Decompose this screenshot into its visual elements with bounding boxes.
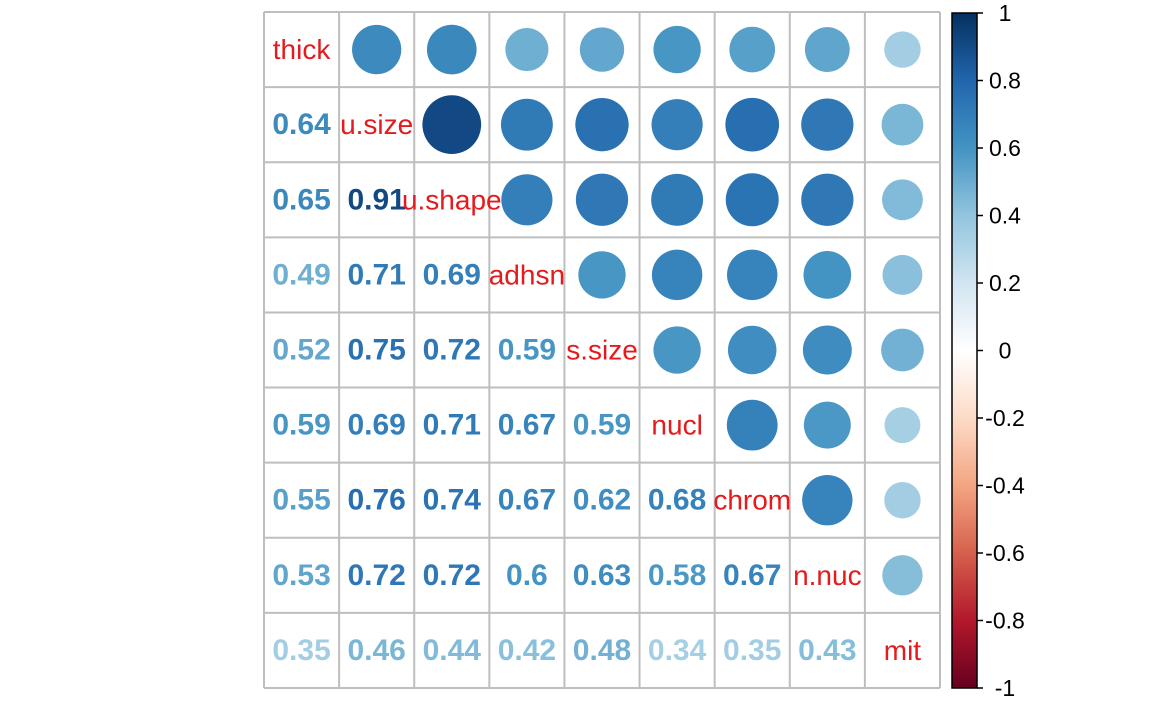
diagonal-label-chrom: chrom — [713, 485, 791, 516]
colorbar-tick-label: -0.6 — [985, 540, 1025, 566]
circle-s.size-n.nuc — [802, 325, 852, 375]
circle-u.size-mit — [881, 103, 924, 146]
number-mit-thick: 0.35 — [272, 634, 330, 667]
colorbar-tick-label: -1 — [995, 675, 1015, 701]
number-s.size-u.shape: 0.72 — [423, 334, 481, 367]
circle-u.size-n.nuc — [801, 98, 854, 151]
number-mit-u.shape: 0.44 — [423, 634, 482, 667]
number-chrom-thick: 0.55 — [272, 484, 330, 517]
circle-u.shape-mit — [882, 179, 923, 221]
circle-s.size-nucl — [653, 326, 701, 374]
circle-chrom-mit — [884, 482, 921, 519]
diagonal-label-adhsn: adhsn — [489, 259, 565, 290]
number-mit-s.size: 0.48 — [573, 634, 631, 667]
colorbar: 1 0.8 0.6 0.4 0.2 0 -0.2 -0.4 -0.6 -0.8 -1 — [951, 0, 1025, 701]
colorbar-tick-label: 0.6 — [989, 135, 1021, 161]
circle-adhsn-mit — [882, 254, 923, 295]
circle-adhsn-chrom — [727, 249, 778, 301]
colorbar-gradient — [951, 12, 978, 689]
diagonal-label-s.size: s.size — [566, 335, 638, 366]
diagonal-label-u.size: u.size — [340, 109, 413, 140]
circle-u.shape-n.nuc — [801, 173, 854, 226]
number-s.size-adhsn: 0.59 — [498, 334, 556, 367]
number-n.nuc-thick: 0.53 — [272, 559, 330, 592]
number-chrom-s.size: 0.62 — [573, 484, 631, 517]
number-adhsn-u.size: 0.71 — [347, 258, 405, 291]
colorbar-tick-label: 1 — [999, 0, 1012, 26]
circle-s.size-mit — [881, 328, 924, 372]
number-n.nuc-u.size: 0.72 — [347, 559, 405, 592]
number-n.nuc-nucl: 0.58 — [648, 559, 706, 592]
diagonal-label-n.nuc: n.nuc — [793, 560, 862, 591]
circle-adhsn-s.size — [578, 251, 626, 299]
number-chrom-adhsn: 0.67 — [498, 484, 556, 517]
number-adhsn-thick: 0.49 — [272, 258, 330, 291]
circle-u.shape-nucl — [651, 173, 704, 226]
number-nucl-thick: 0.59 — [272, 409, 330, 442]
circle-thick-u.size — [352, 24, 402, 75]
circle-u.shape-chrom — [725, 173, 779, 227]
circle-nucl-n.nuc — [803, 401, 851, 449]
colorbar-tick-label: -0.4 — [985, 473, 1025, 499]
circle-thick-chrom — [729, 26, 776, 73]
circle-u.size-chrom — [725, 97, 780, 152]
diagonal-label-u.shape: u.shape — [402, 184, 502, 215]
number-nucl-adhsn: 0.67 — [498, 409, 556, 442]
colorbar-tick-label: -0.2 — [985, 405, 1025, 431]
number-mit-n.nuc: 0.43 — [798, 634, 856, 667]
number-nucl-u.size: 0.69 — [347, 409, 405, 442]
number-nucl-s.size: 0.59 — [573, 409, 631, 442]
number-chrom-u.shape: 0.74 — [423, 484, 482, 517]
circle-adhsn-n.nuc — [803, 251, 852, 299]
diagonal-label-thick: thick — [273, 34, 332, 65]
circle-chrom-n.nuc — [802, 475, 853, 526]
circle-u.size-u.shape — [422, 95, 482, 155]
number-mit-chrom: 0.35 — [723, 634, 781, 667]
number-mit-nucl: 0.34 — [648, 634, 707, 667]
circle-thick-adhsn — [505, 27, 549, 72]
number-u.size-thick: 0.64 — [272, 108, 331, 141]
circle-u.shape-adhsn — [501, 174, 553, 226]
number-adhsn-u.shape: 0.69 — [423, 258, 481, 291]
colorbar-tick-label: -0.8 — [985, 608, 1025, 634]
circle-u.size-adhsn — [500, 98, 553, 151]
circle-u.shape-s.size — [575, 173, 629, 226]
number-n.nuc-s.size: 0.63 — [573, 559, 631, 592]
circle-thick-mit — [884, 31, 921, 68]
matrix-marks: thick 0.64 u.size 0.65 0.91u.shape 0.49 0.71 0.… — [272, 24, 924, 667]
number-s.size-thick: 0.52 — [272, 334, 330, 367]
number-u.shape-thick: 0.65 — [272, 183, 330, 216]
colorbar-tick-label: 0.8 — [989, 68, 1021, 94]
circle-thick-u.shape — [426, 24, 477, 75]
number-mit-adhsn: 0.42 — [498, 634, 556, 667]
circle-thick-s.size — [579, 27, 625, 72]
colorbar-tick-label: 0 — [999, 338, 1012, 364]
number-s.size-u.size: 0.75 — [347, 334, 405, 367]
circle-s.size-chrom — [727, 325, 777, 375]
number-chrom-u.size: 0.76 — [347, 484, 405, 517]
circle-nucl-chrom — [726, 399, 778, 451]
number-u.shape-u.size: 0.91 — [347, 183, 405, 216]
diagonal-label-nucl: nucl — [651, 410, 702, 441]
circle-thick-n.nuc — [804, 27, 850, 72]
number-n.nuc-chrom: 0.67 — [723, 559, 781, 592]
number-n.nuc-adhsn: 0.6 — [506, 559, 548, 592]
number-mit-u.size: 0.46 — [347, 634, 405, 667]
number-chrom-nucl: 0.68 — [648, 484, 706, 517]
colorbar-tick-label: 0.2 — [989, 270, 1021, 296]
circle-nucl-mit — [884, 407, 921, 444]
circle-thick-nucl — [653, 25, 701, 74]
circle-u.size-s.size — [575, 97, 629, 152]
circle-u.size-nucl — [651, 99, 703, 151]
circle-adhsn-nucl — [651, 249, 703, 301]
matrix-grid — [263, 11, 941, 689]
diagonal-label-mit: mit — [884, 635, 922, 666]
number-nucl-u.shape: 0.71 — [423, 409, 481, 442]
circle-n.nuc-mit — [882, 555, 923, 596]
number-n.nuc-u.shape: 0.72 — [423, 559, 481, 592]
colorbar-tick-label: 0.4 — [989, 203, 1021, 229]
